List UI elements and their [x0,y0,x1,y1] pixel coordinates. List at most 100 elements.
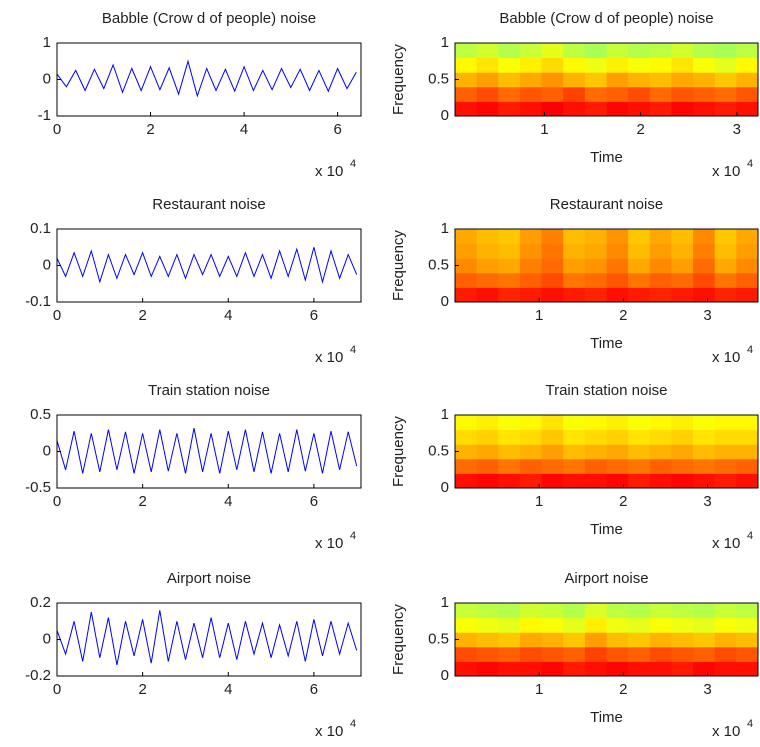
spectrogram-cell [541,101,564,116]
x-axis-label: Time [590,335,623,352]
subplot-title: Airport noise [564,570,648,587]
spectrogram-cell [519,473,543,488]
spectrogram-cell [693,632,716,648]
spectrogram-cell [541,415,564,431]
spectrogram-cell [498,72,521,88]
spectrogram-cell [671,258,694,274]
spectrogram-cell [606,603,629,619]
y-tick-label: 0 [441,667,449,684]
spectrogram-cell [649,72,672,88]
spectrogram-cell [519,603,543,619]
x-tick-label: 2 [146,121,154,138]
spectrogram-cell [714,229,737,245]
spectrogram-cell [498,632,521,648]
spectrogram-cell [649,661,672,676]
spectrogram-cell [563,43,586,59]
spectrogram-cell [714,72,737,88]
spectrogram-cell [498,101,521,116]
spectrogram-cell [736,243,758,259]
spectrogram-cell [671,415,694,431]
x-multiplier: x 10 [315,163,343,180]
subplot: Airport noise 1 2 3 0 0.5 1 Time Frequency x 10 4 [390,570,759,740]
spectrogram-cell [563,101,586,116]
spectrogram-cell [541,57,564,73]
spectrogram-cell [628,287,651,302]
x-tick-label: 3 [703,493,711,510]
spectrogram-cell [628,86,651,102]
spectrogram-cell [455,473,478,488]
plot-area [455,603,758,676]
spectrogram-cell [584,272,607,288]
spectrogram-cell [606,429,629,445]
spectrogram-cell [455,57,478,73]
spectrogram-cell [519,287,543,302]
spectrogram-cell [628,101,651,116]
spectrogram-cell [649,473,672,488]
spectrogram-cell [455,444,478,460]
x-tick-label: 6 [310,493,318,510]
spectrogram-cell [693,243,716,259]
subplot-title: Train station noise [148,382,270,399]
x-tick-label: 1 [535,307,543,324]
spectrogram-cell [541,646,564,662]
spectrogram-cell [649,646,672,662]
y-tick-label: 1 [43,34,51,51]
spectrogram-cell [498,415,521,431]
x-tick-label: 2 [619,681,627,698]
spectrogram-cell [455,258,478,274]
spectrogram-cell [628,473,651,488]
spectrogram-cell [519,429,543,445]
spectrogram-cell [693,617,716,633]
spectrogram-cell [541,287,564,302]
spectrogram-cell [736,43,758,59]
spectrogram-cell [693,43,716,59]
x-axis-label: Time [590,709,623,726]
plot-area [57,610,358,666]
spectrogram-cell [455,646,478,662]
waveform [57,59,357,98]
spectrogram-cell [455,72,478,88]
spectrogram-cell [628,272,651,288]
spectrogram-cell [455,632,478,648]
x-tick-label: 3 [703,307,711,324]
spectrogram-cell [649,617,672,633]
spectrogram-cell [671,603,694,619]
spectrogram-cell [606,243,629,259]
y-axis-label: Frequency [390,416,407,487]
spectrogram-cell [584,661,607,676]
spectrogram-cell [606,258,629,274]
x-tick-label: 6 [310,307,318,324]
x-multiplier: x 10 [315,535,343,552]
x-tick-label: 2 [138,307,146,324]
spectrogram-cell [649,632,672,648]
spectrogram-cell [671,243,694,259]
plot-area [57,428,358,474]
spectrogram-cell [476,86,499,102]
spectrogram-cell [736,57,758,73]
spectrogram-cell [498,287,521,302]
spectrogram-cell [584,243,607,259]
spectrogram-cell [671,661,694,676]
spectrogram-cell [563,603,586,619]
spectrogram-cell [628,458,651,474]
spectrogram-cell [606,43,629,59]
spectrogram-cell [519,258,543,274]
spectrogram-cell [455,229,478,245]
spectrogram-cell [584,632,607,648]
spectrogram-cell [455,429,478,445]
spectrogram-cell [693,473,716,488]
spectrogram-cell [714,258,737,274]
spectrogram-cell [649,287,672,302]
x-multiplier-exponent: 4 [350,530,356,542]
x-multiplier-exponent: 4 [350,344,356,356]
spectrogram-cell [714,43,737,59]
x-multiplier-exponent: 4 [747,344,753,356]
spectrogram-cell [606,617,629,633]
x-multiplier-exponent: 4 [350,718,356,730]
spectrogram-cell [628,258,651,274]
spectrogram-cell [476,57,499,73]
spectrogram-cell [584,617,607,633]
spectrogram-cell [693,458,716,474]
spectrogram-cell [628,229,651,245]
spectrogram-cell [541,661,564,676]
